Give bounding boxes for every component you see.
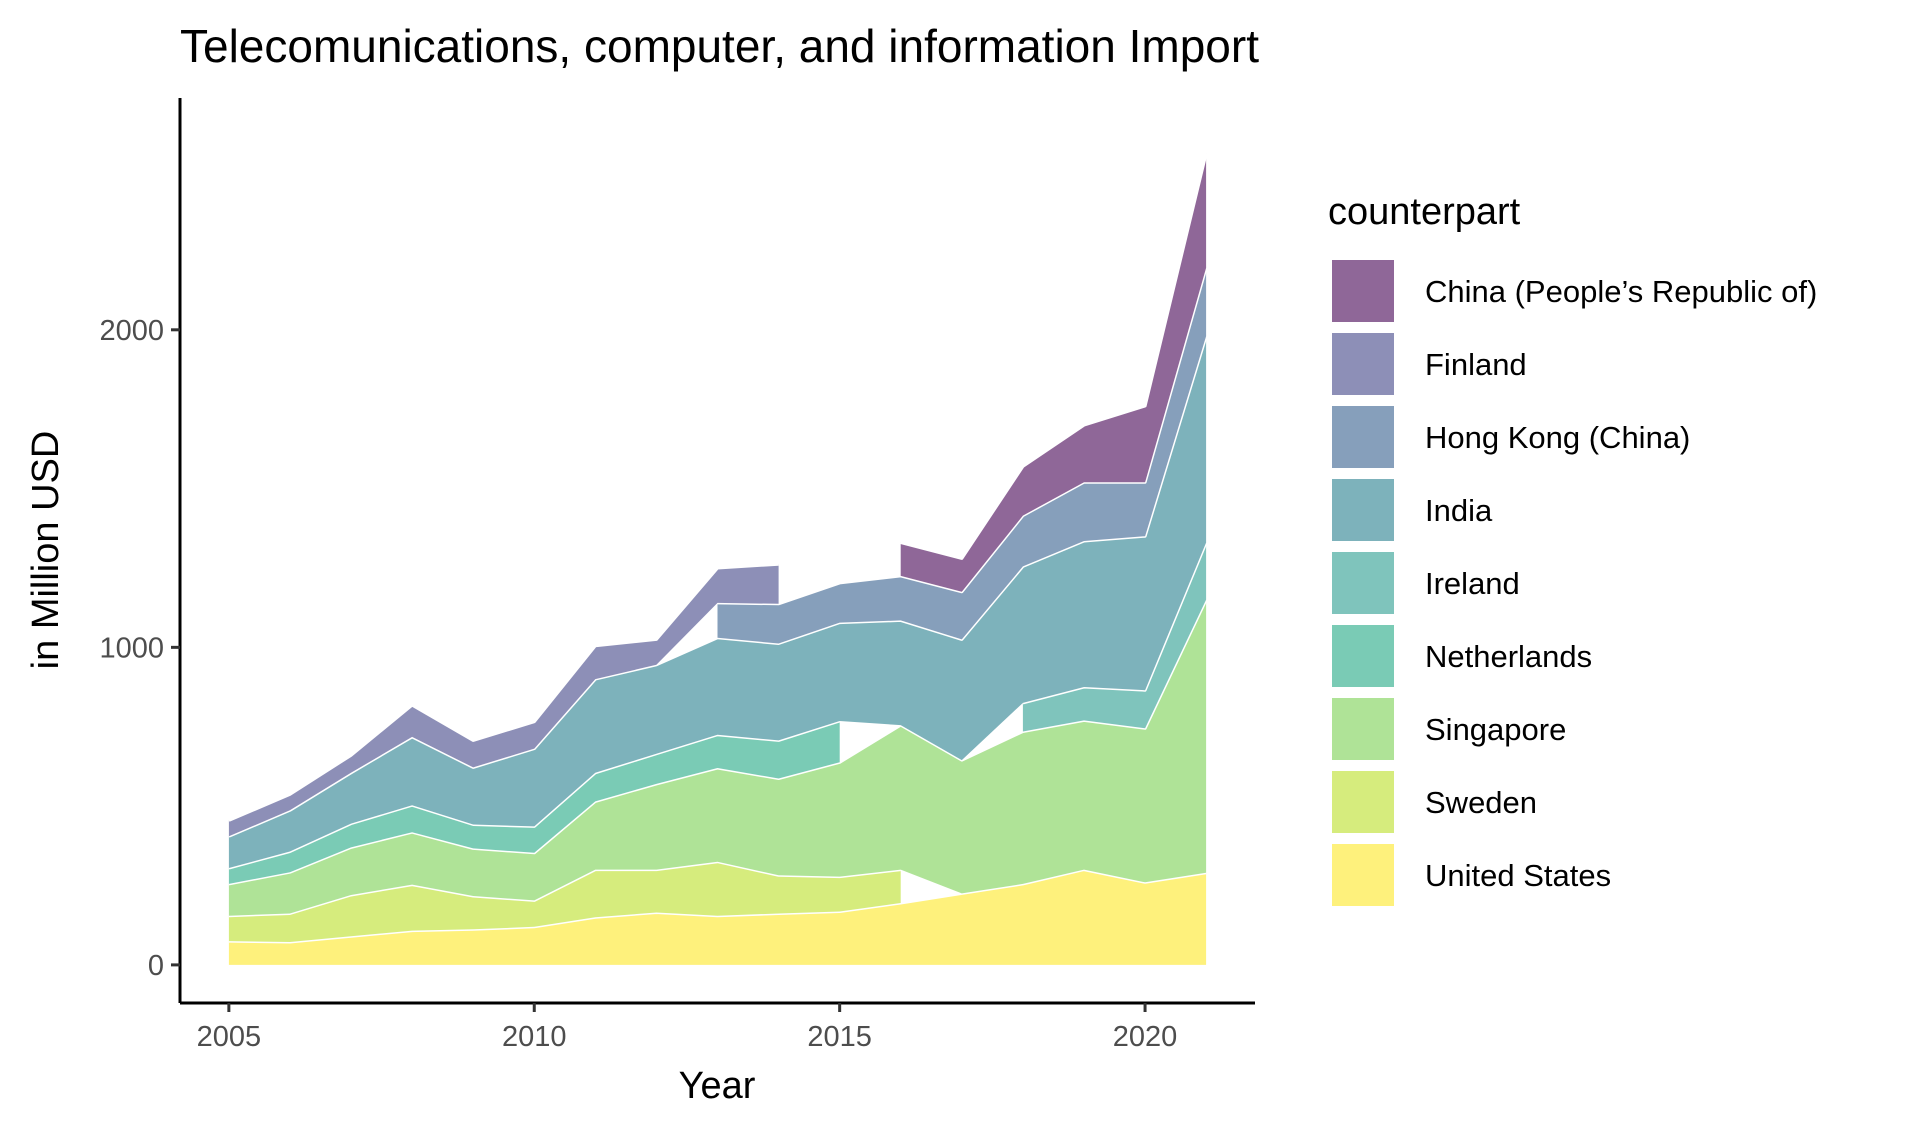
legend-label-united-states: United States [1425, 858, 1611, 893]
axes [178, 98, 1255, 1005]
legend-key-sweden [1332, 771, 1394, 833]
legend-key-india [1332, 479, 1394, 541]
legend-key-china-people-s-republic-of [1332, 260, 1394, 322]
legend-label-china-people-s-republic-of: China (People’s Republic of) [1425, 274, 1817, 309]
area-sweden-0 [228, 861, 901, 942]
legend-key-hong-kong-china [1332, 406, 1394, 468]
area-finland-0 [228, 564, 779, 837]
area-singapore-0 [228, 599, 1207, 916]
legend-label-singapore: Singapore [1425, 712, 1566, 747]
legend-label-ireland: Ireland [1425, 566, 1520, 601]
area-hong-kong-china-0 [717, 267, 1207, 644]
y-tick-label-1000: 1000 [99, 632, 164, 664]
x-axis-title: Year [679, 1065, 756, 1107]
y-axis-title: in Million USD [25, 431, 67, 670]
area-india-0 [228, 336, 1207, 868]
legend-label-sweden: Sweden [1425, 785, 1537, 820]
legend-key-finland [1332, 333, 1394, 395]
x-tick-label-2020: 2020 [1113, 1021, 1178, 1053]
legend-key-netherlands [1332, 625, 1394, 687]
area-ireland-0 [1022, 542, 1207, 732]
x-tick-label-2010: 2010 [502, 1021, 567, 1053]
area-netherlands-0 [228, 721, 840, 884]
legend: China (People’s Republic of) Finland Hong … [1332, 260, 1817, 906]
x-tick-label-2005: 2005 [197, 1021, 262, 1053]
y-tick-label-0: 0 [148, 950, 164, 982]
legend-key-united-states [1332, 844, 1394, 906]
plot-areas [228, 153, 1208, 965]
area-line-finland-0 [228, 562, 779, 822]
legend-key-singapore [1332, 698, 1394, 760]
legend-label-netherlands: Netherlands [1425, 639, 1592, 674]
legend-label-hong-kong-china: Hong Kong (China) [1425, 420, 1690, 455]
legend-label-finland: Finland [1425, 347, 1527, 382]
axis-ticks: 0 1000 2000 2005 2010 2015 2020 [99, 315, 1177, 1053]
legend-key-ireland [1332, 552, 1394, 614]
legend-title: counterpart [1328, 191, 1521, 233]
chart-title: Telecomunications, computer, and informa… [180, 20, 1259, 72]
legend-label-india: India [1425, 493, 1493, 528]
x-tick-label-2015: 2015 [807, 1021, 872, 1053]
y-tick-label-2000: 2000 [99, 315, 164, 347]
area-line-china-people-s-republic-of-0 [900, 153, 1208, 560]
